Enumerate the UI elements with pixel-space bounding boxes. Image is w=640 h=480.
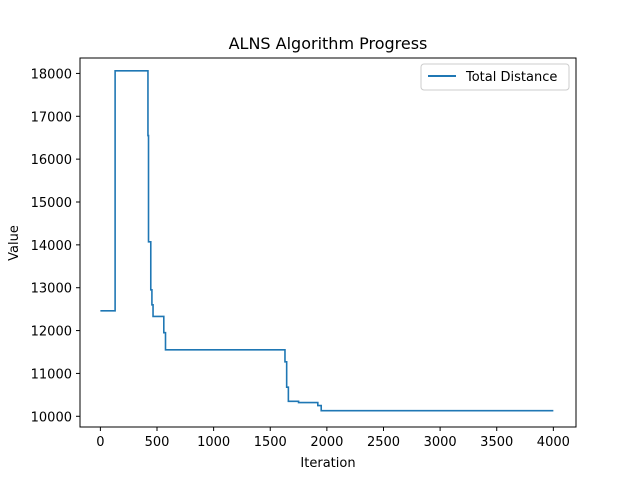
- x-tick-label: 500: [145, 435, 170, 450]
- plot-frame: [79, 57, 577, 428]
- y-tick-label: 16000: [31, 153, 72, 168]
- y-tick-label: 18000: [31, 67, 72, 82]
- y-tick-label: 10000: [31, 410, 72, 425]
- x-tick-label: 3500: [480, 435, 513, 450]
- x-tick-label: 1000: [197, 435, 230, 450]
- y-tick-label: 13000: [31, 282, 72, 297]
- series-layer: [100, 70, 554, 412]
- x-axis-title: Iteration: [300, 456, 355, 471]
- legend-label-total-distance: Total Distance: [465, 70, 557, 85]
- y-axis-title: Value: [7, 225, 22, 261]
- x-tick-label: 4000: [537, 435, 570, 450]
- x-tick-label: 3000: [424, 435, 457, 450]
- y-tick-label: 14000: [31, 239, 72, 254]
- y-tick-label: 17000: [31, 110, 72, 125]
- x-tick-label: 2500: [367, 435, 400, 450]
- y-tick-label: 15000: [31, 196, 72, 211]
- x-tick-label: 0: [96, 435, 104, 450]
- y-tick-label: 12000: [31, 325, 72, 340]
- y-axis-ticks: 10000 11000 12000 13000 14000 15000 16000 17000…: [31, 67, 80, 425]
- chart-title: ALNS Algorithm Progress: [229, 34, 428, 53]
- series-line-total-distance: [100, 70, 554, 412]
- x-tick-label: 2000: [310, 435, 343, 450]
- x-tick-label: 1500: [254, 435, 287, 450]
- legend: Total Distance: [420, 63, 570, 91]
- legend-box: [420, 63, 570, 91]
- x-axis-ticks: 0 500 1000 1500 2000 2500 3000 3500 4000: [96, 427, 570, 450]
- y-tick-label: 11000: [31, 367, 72, 382]
